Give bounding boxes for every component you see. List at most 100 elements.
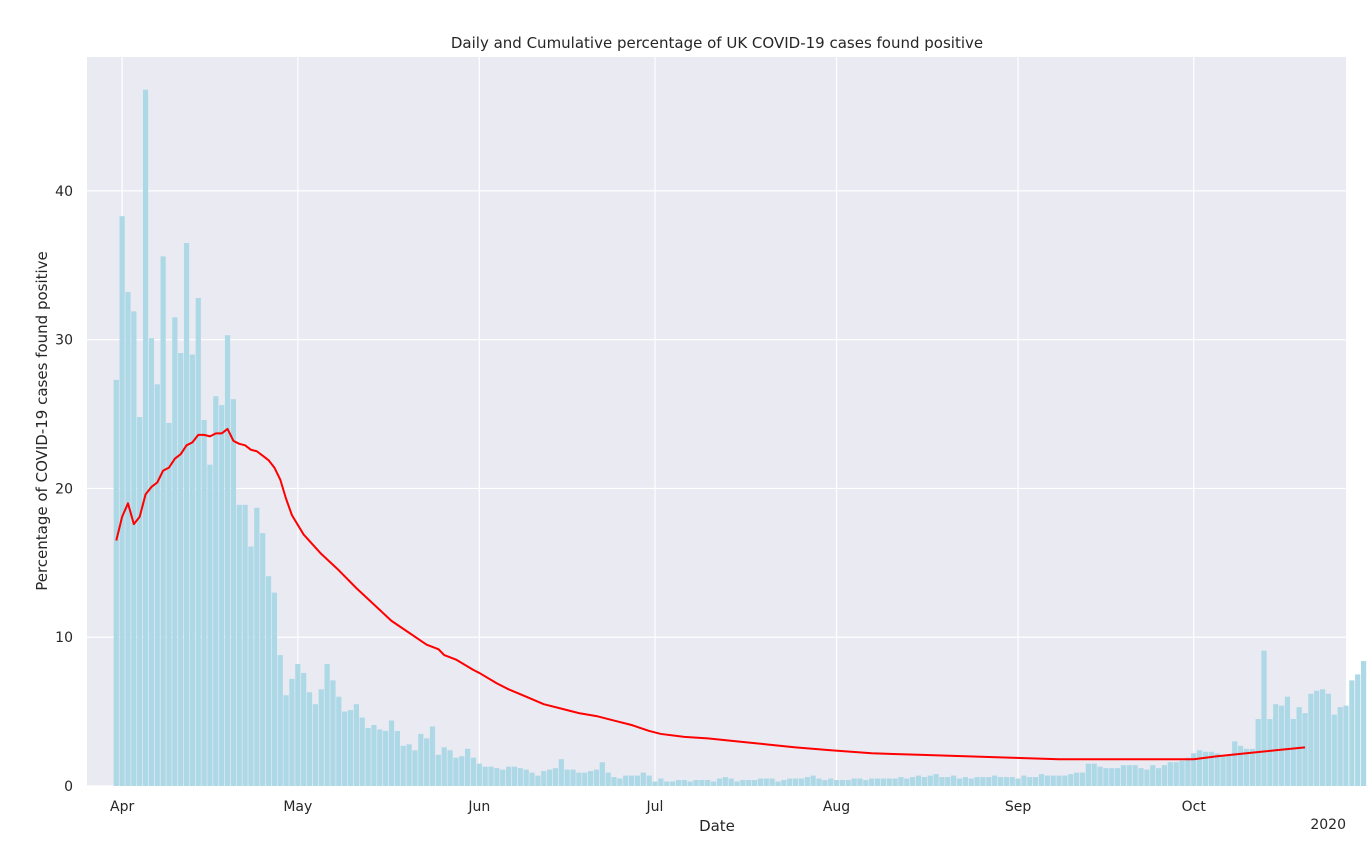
daily-bar	[465, 748, 471, 786]
daily-bar	[295, 664, 301, 786]
daily-bars	[113, 89, 1367, 787]
daily-bar	[558, 759, 564, 786]
daily-bar	[1343, 705, 1349, 786]
daily-bar	[301, 672, 307, 786]
y-tick-label: 20	[55, 481, 73, 497]
daily-bar	[195, 298, 201, 786]
daily-bar	[1161, 765, 1168, 786]
daily-bar	[1056, 775, 1062, 786]
daily-bar	[271, 592, 277, 786]
daily-bar	[980, 777, 986, 786]
daily-bar	[306, 692, 313, 786]
daily-bar	[154, 384, 160, 786]
x-tick-label: Apr	[110, 799, 134, 815]
daily-bar	[242, 504, 248, 786]
daily-bar	[722, 777, 728, 786]
daily-bar	[593, 769, 600, 786]
daily-bar	[1202, 751, 1209, 786]
daily-bar	[441, 747, 447, 786]
x-tick-labels: Apr May Jun Jul Aug Sep Oct	[110, 799, 1206, 815]
daily-bar	[166, 422, 172, 786]
daily-bar	[1003, 777, 1009, 786]
daily-bar	[236, 504, 242, 786]
daily-bar	[1033, 777, 1039, 786]
daily-bar	[910, 777, 916, 786]
daily-bar	[394, 730, 400, 786]
daily-bar	[377, 729, 383, 786]
daily-bar	[447, 750, 453, 786]
daily-bar	[740, 780, 746, 786]
x-tick-label: Sep	[1005, 799, 1032, 815]
daily-bar	[119, 216, 125, 786]
daily-bar	[1021, 775, 1027, 786]
daily-bar	[1167, 762, 1173, 786]
daily-bar	[1156, 768, 1162, 786]
daily-bar	[1015, 778, 1021, 786]
daily-bar	[886, 778, 892, 786]
daily-bar	[330, 680, 336, 786]
daily-bar	[939, 777, 945, 786]
x-tick-label: Oct	[1182, 799, 1207, 815]
x-tick-label: Jun	[467, 799, 490, 815]
daily-bar	[1226, 754, 1232, 786]
daily-bar	[435, 754, 441, 786]
daily-bar	[810, 775, 816, 786]
daily-bar	[213, 396, 219, 786]
daily-bar	[1325, 693, 1332, 786]
daily-bar	[248, 546, 254, 786]
year-offset-label: 2020	[1310, 817, 1346, 833]
daily-bar	[757, 778, 764, 786]
daily-bar	[552, 768, 559, 786]
daily-bar	[1360, 661, 1367, 786]
daily-bar	[1079, 772, 1086, 786]
daily-bar	[869, 778, 875, 786]
daily-bar	[927, 775, 933, 786]
daily-bar	[160, 256, 166, 786]
daily-bar	[1296, 707, 1302, 786]
daily-bar	[828, 778, 834, 786]
daily-bar	[699, 780, 705, 786]
daily-bar	[693, 780, 699, 786]
daily-bar	[1278, 705, 1285, 786]
daily-bar	[371, 725, 377, 786]
daily-bar	[511, 766, 518, 786]
daily-bar	[412, 750, 418, 786]
daily-bar	[634, 775, 641, 786]
daily-bar	[716, 778, 723, 786]
daily-bar	[833, 780, 840, 786]
daily-bar	[529, 772, 535, 786]
daily-bar	[945, 777, 951, 786]
daily-bar	[1179, 760, 1185, 786]
y-axis-label: Percentage of COVID-19 cases found posit…	[33, 251, 51, 591]
daily-bar	[1068, 774, 1074, 786]
daily-bar	[1191, 753, 1197, 786]
daily-bar	[851, 778, 857, 786]
daily-bar	[113, 379, 119, 786]
daily-bar	[482, 766, 488, 786]
daily-bar	[459, 756, 465, 786]
daily-bar	[312, 704, 318, 786]
daily-bar	[1050, 775, 1056, 786]
daily-bar	[1197, 750, 1203, 786]
daily-bar	[142, 89, 149, 787]
x-tick-label: Jul	[646, 799, 664, 815]
daily-bar	[488, 766, 494, 786]
daily-bar	[1091, 763, 1097, 786]
daily-bar	[172, 317, 178, 786]
y-tick-label: 30	[55, 333, 73, 349]
daily-bar	[1220, 756, 1226, 786]
daily-bar	[1243, 748, 1250, 786]
daily-bar	[453, 757, 459, 786]
daily-bar	[1238, 745, 1244, 786]
daily-bar	[1302, 713, 1308, 786]
daily-bar	[289, 678, 295, 786]
daily-bar	[224, 335, 231, 786]
x-tick-label: Aug	[823, 799, 850, 815]
daily-bar	[1173, 762, 1179, 786]
daily-bar	[769, 778, 775, 786]
daily-bar	[429, 726, 436, 786]
daily-bar	[324, 664, 330, 786]
daily-bar	[792, 778, 799, 786]
daily-bar	[974, 777, 980, 786]
